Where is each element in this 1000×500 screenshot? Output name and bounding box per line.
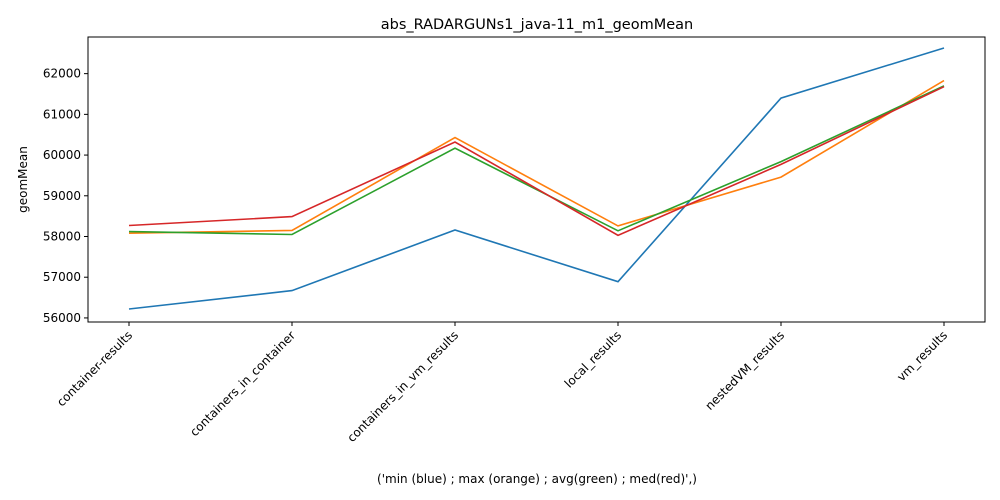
y-tick-label: 56000 xyxy=(43,311,81,325)
series-line-3 xyxy=(128,85,945,236)
x-tick-label: container-results xyxy=(54,328,135,409)
x-tick-label: containers_in_container xyxy=(187,328,298,439)
x-axis-label: ('min (blue) ; max (orange) ; avg(green)… xyxy=(377,472,697,486)
x-tick-label: local_results xyxy=(562,328,624,390)
x-axis: container-results containers_in_container… xyxy=(54,322,950,445)
series-line-4 xyxy=(128,85,945,237)
chart-title: abs_RADARGUNs1_java-11_m1_geomMean xyxy=(381,17,693,33)
x-tick-label: vm_results xyxy=(894,328,950,384)
y-tick-label: 58000 xyxy=(43,230,81,244)
y-tick-label: 57000 xyxy=(43,270,81,284)
x-tick-label: nestedVM_results xyxy=(702,328,787,413)
y-tick-label: 60000 xyxy=(43,148,81,162)
y-axis: 56000 57000 58000 59000 60000 61000 62000 xyxy=(43,67,88,325)
series-layer xyxy=(128,47,945,310)
y-axis-label: geomMean xyxy=(16,146,30,213)
x-tick-label: containers_in_vm_results xyxy=(344,328,461,445)
y-tick-label: 61000 xyxy=(43,107,81,121)
y-tick-label: 62000 xyxy=(43,67,81,81)
plot-frame xyxy=(87,36,986,323)
series-line-2 xyxy=(128,79,945,234)
series-line-1 xyxy=(128,47,945,310)
y-tick-label: 59000 xyxy=(43,189,81,203)
